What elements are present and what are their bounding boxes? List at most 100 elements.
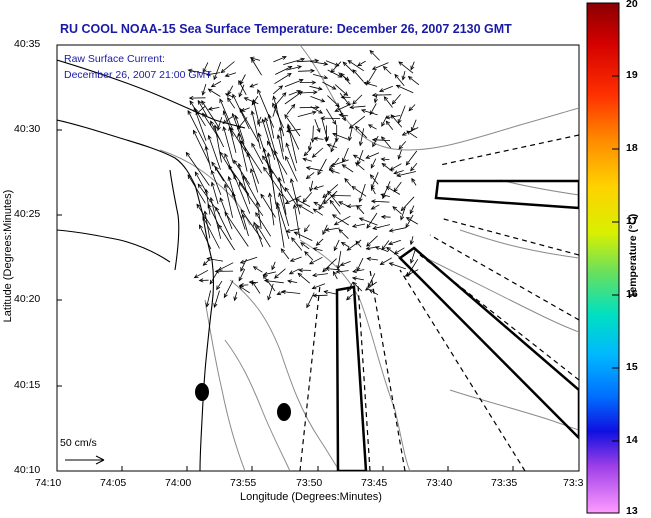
current-vector-head	[223, 183, 228, 189]
current-vector-head	[231, 192, 236, 197]
current-vector-head	[326, 143, 332, 148]
current-vector	[287, 280, 298, 283]
x-tick-label: 73:45	[361, 477, 388, 489]
current-vector-head	[238, 92, 243, 98]
current-vector-head	[242, 175, 247, 181]
current-vector-head	[329, 169, 335, 174]
current-vector-head	[370, 199, 376, 204]
current-vector-head	[346, 246, 352, 251]
current-vector	[410, 61, 415, 70]
current-vector-head	[332, 270, 337, 276]
current-vector	[390, 114, 403, 128]
current-vector-head	[291, 237, 296, 242]
current-vector-head	[345, 101, 351, 106]
current-vector	[334, 84, 348, 96]
current-vector-head	[351, 223, 357, 228]
current-vector-head	[287, 279, 292, 284]
current-vector-head	[267, 192, 273, 198]
current-vector	[342, 61, 355, 73]
coastline-staten	[57, 119, 204, 216]
current-vector-head	[346, 295, 351, 301]
current-vector-head	[276, 291, 282, 296]
current-vector	[284, 114, 301, 137]
current-vector-head	[246, 152, 251, 158]
current-vector	[275, 66, 292, 75]
current-vector-head	[385, 186, 391, 191]
current-vector-head	[317, 86, 323, 91]
current-vector-head	[313, 185, 318, 190]
current-vector-head	[196, 203, 201, 209]
current-vector-head	[380, 157, 386, 162]
current-vector	[405, 214, 414, 228]
current-vector-head	[367, 124, 373, 129]
current-vector-head	[368, 289, 374, 294]
current-vector	[386, 186, 401, 195]
current-vector	[288, 90, 301, 96]
current-vector-head	[408, 106, 413, 112]
current-vector-head	[260, 193, 265, 199]
current-vector	[394, 247, 405, 255]
current-vector-head	[277, 176, 282, 182]
current-vector-head	[298, 91, 303, 96]
current-vector	[208, 135, 221, 170]
current-vector	[330, 61, 342, 73]
current-vector	[242, 214, 249, 237]
current-vector	[281, 291, 301, 294]
current-vector	[208, 88, 221, 97]
current-vector-head	[261, 118, 266, 124]
current-vector-head	[352, 69, 357, 74]
current-vector	[276, 205, 285, 248]
current-vector-head	[207, 203, 212, 209]
current-vector-head	[312, 272, 317, 278]
current-vector-head	[223, 293, 228, 299]
current-vector	[271, 261, 276, 270]
current-vector	[287, 126, 300, 150]
current-vector	[322, 81, 336, 90]
map-title-text: RU COOL NOAA-15 Sea Surface Temperature:…	[60, 22, 512, 36]
current-vector	[286, 228, 301, 233]
current-vector	[352, 69, 364, 82]
current-vector	[313, 185, 324, 190]
current-vector-head	[300, 242, 305, 247]
current-vector	[323, 190, 338, 205]
current-vector	[381, 216, 391, 218]
current-vector	[336, 270, 349, 273]
current-vector	[306, 292, 315, 308]
current-vector-head	[187, 68, 193, 73]
current-vector-head	[210, 181, 215, 187]
current-vector-head	[231, 112, 236, 118]
x-tick-label: 74:00	[165, 477, 192, 489]
current-vector	[352, 223, 366, 227]
current-vector-head	[313, 90, 318, 95]
beam-5	[429, 234, 579, 321]
current-vector	[393, 170, 404, 174]
current-vector	[238, 268, 246, 281]
current-vector	[334, 215, 351, 226]
y-tick-label: 40:20	[14, 293, 41, 305]
current-vector-head	[411, 177, 416, 183]
current-vector-head	[322, 193, 328, 199]
current-vector-head	[252, 98, 257, 104]
current-vector-head	[305, 174, 311, 180]
current-vector	[381, 163, 393, 172]
current-vector-head	[185, 151, 190, 157]
current-vector-head	[323, 61, 329, 66]
current-vector-head	[332, 120, 337, 125]
current-vector	[389, 262, 407, 270]
current-vector-head	[216, 285, 221, 291]
current-vector	[251, 281, 261, 294]
current-vector-head	[398, 144, 403, 150]
current-vector-head	[297, 204, 303, 209]
current-vector	[383, 96, 393, 108]
current-vector-head	[220, 68, 226, 74]
radar-box-south	[335, 285, 368, 471]
current-vector	[330, 170, 340, 174]
current-vector	[244, 97, 259, 105]
current-vector	[233, 160, 251, 185]
current-vector-head	[336, 264, 341, 270]
y-tick-label: 40:35	[14, 38, 41, 50]
current-vector-head	[203, 210, 208, 216]
current-vector	[325, 60, 339, 67]
current-vector	[202, 216, 220, 249]
current-vector-head	[405, 217, 411, 222]
